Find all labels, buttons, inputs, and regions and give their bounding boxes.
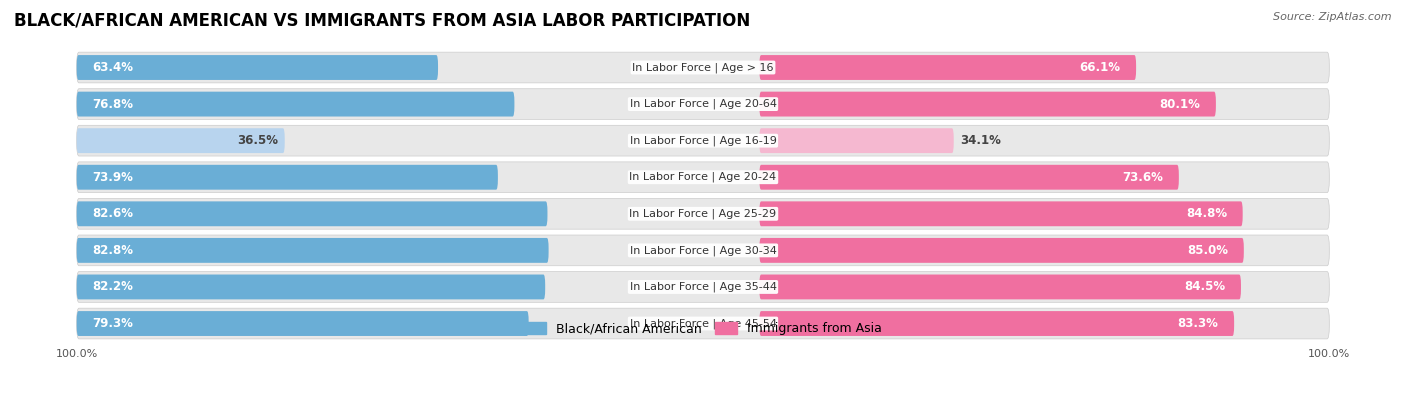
Text: BLACK/AFRICAN AMERICAN VS IMMIGRANTS FROM ASIA LABOR PARTICIPATION: BLACK/AFRICAN AMERICAN VS IMMIGRANTS FRO… xyxy=(14,12,751,30)
Text: In Labor Force | Age 20-64: In Labor Force | Age 20-64 xyxy=(630,99,776,109)
FancyBboxPatch shape xyxy=(759,165,1178,190)
FancyBboxPatch shape xyxy=(759,311,1234,336)
Text: In Labor Force | Age 45-54: In Labor Force | Age 45-54 xyxy=(630,318,776,329)
Text: Source: ZipAtlas.com: Source: ZipAtlas.com xyxy=(1274,12,1392,22)
Text: In Labor Force | Age 16-19: In Labor Force | Age 16-19 xyxy=(630,135,776,146)
FancyBboxPatch shape xyxy=(77,89,1329,119)
Text: In Labor Force | Age 20-24: In Labor Force | Age 20-24 xyxy=(630,172,776,182)
FancyBboxPatch shape xyxy=(77,55,439,80)
Text: In Labor Force | Age 35-44: In Labor Force | Age 35-44 xyxy=(630,282,776,292)
Text: 82.6%: 82.6% xyxy=(93,207,134,220)
Text: 36.5%: 36.5% xyxy=(238,134,278,147)
Text: In Labor Force | Age 25-29: In Labor Force | Age 25-29 xyxy=(630,209,776,219)
Text: 85.0%: 85.0% xyxy=(1187,244,1229,257)
FancyBboxPatch shape xyxy=(77,272,1329,302)
FancyBboxPatch shape xyxy=(759,275,1241,299)
Text: 66.1%: 66.1% xyxy=(1080,61,1121,74)
FancyBboxPatch shape xyxy=(77,311,529,336)
Text: 84.8%: 84.8% xyxy=(1185,207,1227,220)
FancyBboxPatch shape xyxy=(759,128,953,153)
Text: 80.1%: 80.1% xyxy=(1160,98,1201,111)
FancyBboxPatch shape xyxy=(759,238,1244,263)
FancyBboxPatch shape xyxy=(77,201,547,226)
FancyBboxPatch shape xyxy=(77,125,1329,156)
Text: 83.3%: 83.3% xyxy=(1178,317,1219,330)
FancyBboxPatch shape xyxy=(77,52,1329,83)
Text: In Labor Force | Age > 16: In Labor Force | Age > 16 xyxy=(633,62,773,73)
FancyBboxPatch shape xyxy=(759,92,1216,117)
FancyBboxPatch shape xyxy=(77,238,548,263)
FancyBboxPatch shape xyxy=(77,235,1329,266)
Text: 84.5%: 84.5% xyxy=(1184,280,1225,293)
FancyBboxPatch shape xyxy=(77,162,1329,193)
FancyBboxPatch shape xyxy=(77,92,515,117)
FancyBboxPatch shape xyxy=(77,165,498,190)
Text: 63.4%: 63.4% xyxy=(93,61,134,74)
FancyBboxPatch shape xyxy=(77,308,1329,339)
Text: 82.2%: 82.2% xyxy=(93,280,134,293)
Text: 73.6%: 73.6% xyxy=(1122,171,1163,184)
FancyBboxPatch shape xyxy=(759,201,1243,226)
FancyBboxPatch shape xyxy=(77,275,546,299)
Legend: Black/African American, Immigrants from Asia: Black/African American, Immigrants from … xyxy=(519,317,887,340)
Text: 34.1%: 34.1% xyxy=(960,134,1001,147)
FancyBboxPatch shape xyxy=(759,55,1136,80)
Text: 73.9%: 73.9% xyxy=(93,171,134,184)
Text: In Labor Force | Age 30-34: In Labor Force | Age 30-34 xyxy=(630,245,776,256)
FancyBboxPatch shape xyxy=(77,198,1329,229)
Text: 76.8%: 76.8% xyxy=(93,98,134,111)
FancyBboxPatch shape xyxy=(77,128,285,153)
Text: 82.8%: 82.8% xyxy=(93,244,134,257)
Text: 79.3%: 79.3% xyxy=(93,317,134,330)
